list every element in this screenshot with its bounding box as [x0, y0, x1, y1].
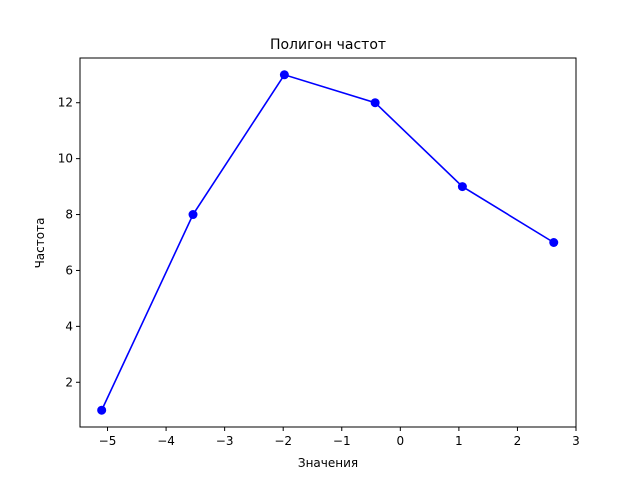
series-layer — [97, 70, 559, 415]
data-point — [457, 182, 467, 192]
series-line — [100, 73, 555, 411]
y-tick-label: 10 — [58, 152, 73, 166]
x-axis: −5 −4 −3 −2 −1 0 1 2 3 — [99, 427, 580, 448]
data-point — [97, 405, 107, 415]
data-point — [279, 70, 289, 80]
y-axis: 2 4 6 8 10 12 — [58, 96, 80, 389]
x-axis-label: Значения — [298, 456, 358, 470]
x-tick-label: −2 — [274, 434, 292, 448]
x-tick-label: −1 — [333, 434, 351, 448]
y-axis-label: Частота — [33, 218, 47, 269]
x-tick-label: 1 — [455, 434, 463, 448]
plot-area — [79, 57, 577, 428]
x-tick-label: −3 — [216, 434, 234, 448]
x-tick-label: −5 — [99, 434, 117, 448]
x-tick-label: −4 — [157, 434, 175, 448]
y-tick-label: 12 — [58, 96, 73, 110]
chart-title: Полигон частот — [270, 37, 386, 53]
y-tick-label: 2 — [65, 375, 73, 389]
x-tick-label: 2 — [514, 434, 522, 448]
x-tick-label: 3 — [572, 434, 580, 448]
data-point — [188, 210, 198, 220]
y-tick-label: 6 — [65, 263, 73, 277]
data-point — [549, 238, 559, 247]
data-point — [370, 98, 380, 108]
plot-frame — [79, 57, 577, 428]
x-tick-label: 0 — [397, 434, 405, 448]
y-tick-label: 8 — [65, 208, 73, 222]
y-tick-label: 4 — [65, 319, 73, 333]
